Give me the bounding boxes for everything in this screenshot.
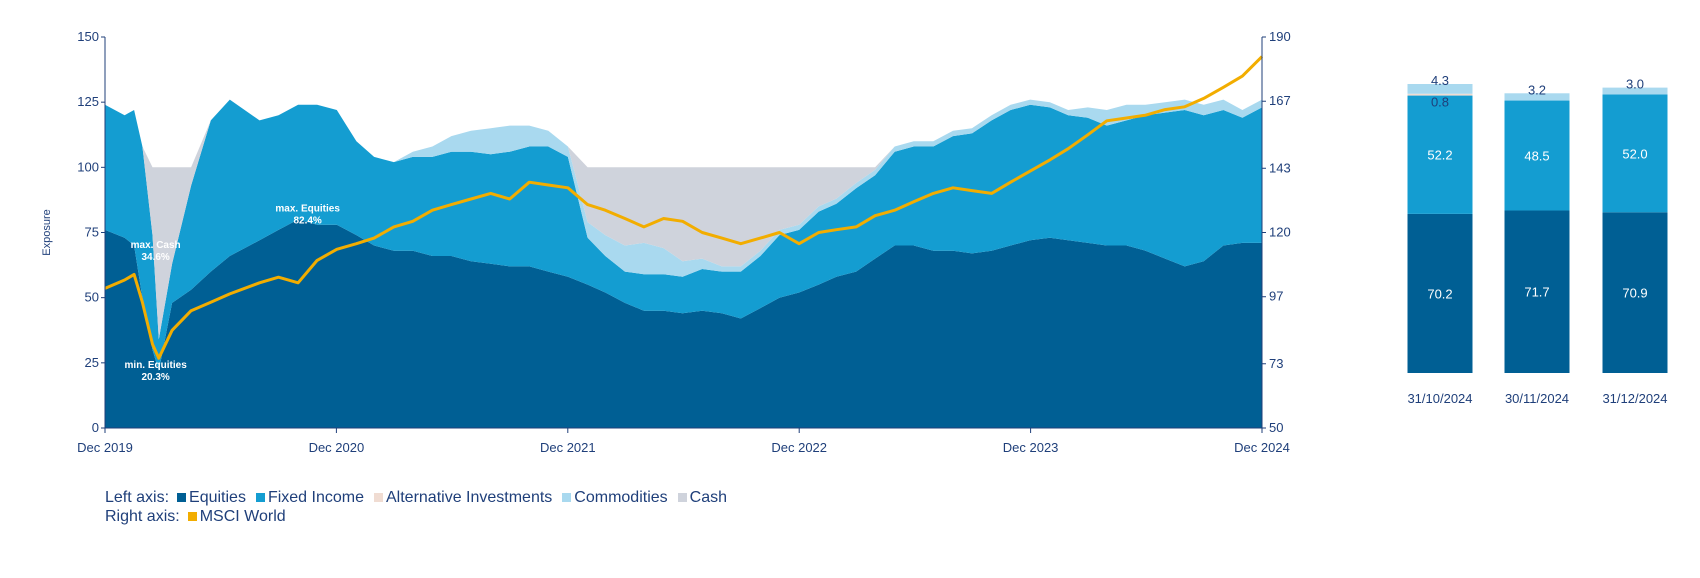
stacked-bar-chart: 70.2 52.2 0.8 4.3 31/10/2024 71.7 48.5 3.2 30/11… <box>1407 73 1667 406</box>
bar-commodities-30-11-2024 <box>1504 93 1570 101</box>
bar-equities-31-10-2024 <box>1407 213 1473 373</box>
y-tick-left-label: 125 <box>77 94 99 109</box>
legend-swatch-fixed-income <box>255 493 265 502</box>
legend-item-equities: Equities <box>177 488 246 507</box>
area-equities <box>105 219 1262 428</box>
legend-label-commodities: Commodities <box>574 489 668 506</box>
annotation-max-equities: max. Equities <box>275 203 340 214</box>
bar-category-label-30-11-2024: 30/11/2024 <box>1505 391 1569 406</box>
area-cash <box>105 99 1262 340</box>
y-tick-right-label: 97 <box>1269 289 1283 304</box>
bar-label-equities-30-11-2024: 71.7 <box>1524 285 1549 300</box>
bar-label-commodities-30-11-2024: 3.2 <box>1528 82 1546 97</box>
x-tick-label: Dec 2019 <box>77 440 133 455</box>
y-tick-left-label: 25 <box>85 355 99 370</box>
x-tick-label: Dec 2022 <box>771 440 827 455</box>
y-axis-title: Exposure <box>41 209 53 255</box>
y-tick-left-label: 100 <box>77 159 99 174</box>
legend-swatch-equities <box>177 493 187 502</box>
main-area-chart: 0 25 50 75 100 125 150 50 73 97 120 143 167 190 Dec 20… <box>41 29 1291 455</box>
legend-label-cash: Cash <box>689 489 728 506</box>
legend-left-prefix: Left axis: <box>105 489 170 506</box>
y-tick-right-label: 50 <box>1269 420 1283 435</box>
bar-fixed-income-30-11-2024 <box>1504 100 1570 211</box>
y-tick-left-label: 50 <box>85 290 99 305</box>
legend-item-cash: Cash <box>677 488 728 507</box>
y-tick-right-label: 190 <box>1269 29 1291 44</box>
bar-fixed-income-31-12-2024 <box>1602 94 1668 213</box>
legend-swatch-cash <box>677 493 687 502</box>
area-fixed-income <box>105 99 1262 371</box>
bar-equities-31-12-2024 <box>1602 212 1668 373</box>
legend-right-axis: Right axis: MSCI World <box>105 507 737 526</box>
x-tick-label: Dec 2024 <box>1234 440 1290 455</box>
bar-commodities-31-10-2024 <box>1407 84 1473 94</box>
x-tick-label: Dec 2023 <box>1003 440 1059 455</box>
annotation-max-cash-value: 34.6% <box>141 252 169 263</box>
legend-label-equities: Equities <box>189 489 246 506</box>
legend-swatch-commodities <box>562 493 572 502</box>
legend-label-alternative-investments: Alternative Investments <box>386 489 553 506</box>
bar-label-fixed-income-31-12-2024: 52.0 <box>1622 146 1647 161</box>
legend-swatch-alternative-investments <box>374 493 383 502</box>
legend-left-axis: Left axis: Equities Fixed Income Alterna… <box>105 488 737 507</box>
y-tick-right-label: 73 <box>1269 356 1283 371</box>
annotation-max-cash: max. Cash <box>131 240 181 251</box>
x-tick-label: Dec 2020 <box>309 440 365 455</box>
bar-label-fixed-income-30-11-2024: 48.5 <box>1524 149 1549 164</box>
legend-label-msci-world: MSCI World <box>199 508 286 525</box>
legend-item-fixed-income: Fixed Income <box>255 488 364 507</box>
bar-category-label-31-12-2024: 31/12/2024 <box>1602 391 1667 406</box>
bar-label-equities-31-10-2024: 70.2 <box>1427 286 1452 301</box>
bar-label-commodities-31-12-2024: 3.0 <box>1626 77 1644 92</box>
bar-equities-30-11-2024 <box>1504 210 1570 373</box>
legend-right-prefix: Right axis: <box>105 508 180 525</box>
bar-fixed-income-31-10-2024 <box>1407 95 1473 214</box>
annotation-min-equities-value: 20.3% <box>141 372 169 383</box>
bar-alternative-investments-31-10-2024 <box>1407 93 1473 96</box>
bar-label-commodities-31-10-2024: 4.3 <box>1431 73 1449 88</box>
y-tick-right-label: 143 <box>1269 160 1291 175</box>
legend-label-fixed-income: Fixed Income <box>267 489 364 506</box>
bar-label-fixed-income-31-10-2024: 52.2 <box>1427 148 1452 163</box>
y-tick-right-label: 167 <box>1269 93 1291 108</box>
legend-swatch-msci-world <box>187 512 197 521</box>
bar-category-label-31-10-2024: 31/10/2024 <box>1407 391 1472 406</box>
y-tick-left-label: 75 <box>85 225 99 240</box>
bar-commodities-31-12-2024 <box>1602 87 1668 95</box>
annotation-min-equities: min. Equities <box>125 360 188 371</box>
x-tick-label: Dec 2021 <box>540 440 596 455</box>
y-tick-right-label: 120 <box>1269 225 1291 240</box>
legend-item-alternative-investments: Alternative Investments <box>374 488 552 507</box>
y-tick-left-label: 150 <box>77 29 99 44</box>
y-tick-left-label: 0 <box>92 420 99 435</box>
legend: Left axis: Equities Fixed Income Alterna… <box>105 488 737 526</box>
bar-label-equities-31-12-2024: 70.9 <box>1622 286 1647 301</box>
annotation-max-equities-value: 82.4% <box>293 215 321 226</box>
legend-item-msci-world: MSCI World <box>187 507 286 526</box>
legend-item-commodities: Commodities <box>562 488 668 507</box>
bar-label-alternative-investments-31-10-2024: 0.8 <box>1431 95 1449 110</box>
line-msci-world <box>104 55 1264 360</box>
